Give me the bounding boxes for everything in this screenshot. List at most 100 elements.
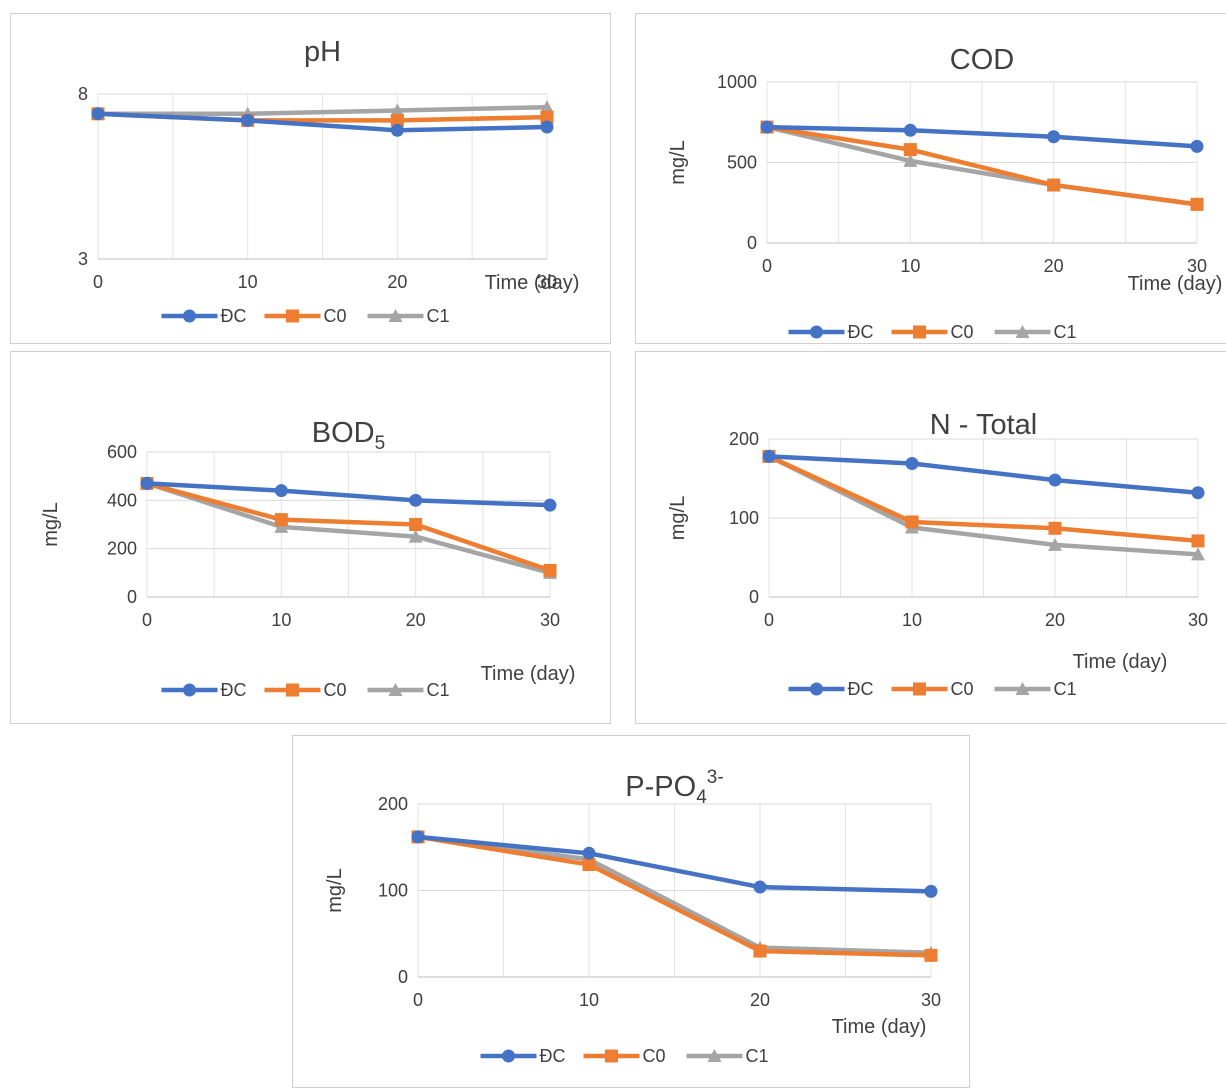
data-point bbox=[540, 120, 554, 134]
x-tick-label: 0 bbox=[93, 272, 103, 292]
data-point bbox=[924, 884, 938, 898]
x-tick-label: 0 bbox=[413, 990, 423, 1010]
y-tick-label: 600 bbox=[107, 442, 137, 462]
series-line bbox=[146, 481, 551, 576]
x-tick-label: 20 bbox=[406, 610, 426, 630]
x-tick-label: 20 bbox=[1045, 610, 1065, 630]
y-tick-label: 0 bbox=[749, 587, 759, 607]
series-circle bbox=[762, 449, 1205, 500]
series-circle bbox=[140, 476, 557, 512]
data-point bbox=[274, 513, 288, 527]
data-point bbox=[1191, 547, 1205, 561]
legend-item: C0 bbox=[891, 679, 974, 699]
chart-panel-bod: BOD5 0 200 400 600 0 10 20 30 Time (day) mg/L ĐC C0 C… bbox=[10, 351, 611, 724]
legend-label: C1 bbox=[746, 1046, 769, 1066]
series-line bbox=[768, 454, 1199, 544]
legend-label: C0 bbox=[324, 680, 347, 700]
chart-panel-cod: COD 0 500 1000 0 10 20 30 Time (day) mg/L ĐC C0 C1 bbox=[635, 13, 1226, 344]
x-tick-label: 20 bbox=[387, 272, 407, 292]
x-axis-title: Time (day) bbox=[481, 663, 576, 685]
series-line bbox=[146, 481, 551, 508]
y-axis-title: mg/L bbox=[324, 868, 346, 912]
data-point bbox=[582, 858, 596, 872]
y-tick-label: 200 bbox=[729, 429, 759, 449]
x-tick-label: 0 bbox=[142, 610, 152, 630]
y-tick-label: 0 bbox=[127, 587, 137, 607]
legend-marker bbox=[286, 309, 299, 323]
x-tick-label: 0 bbox=[764, 610, 774, 630]
data-point bbox=[390, 103, 405, 117]
legend-marker bbox=[913, 682, 926, 696]
y-tick-label: 8 bbox=[78, 84, 88, 104]
data-point bbox=[409, 518, 423, 531]
legend-label: ĐC bbox=[540, 1046, 566, 1066]
series-circle bbox=[411, 830, 938, 898]
legend-label: C0 bbox=[643, 1046, 666, 1066]
legend-item: C1 bbox=[367, 306, 450, 326]
chart-ppo4: P-PO43- 0 100 200 0 10 20 30 Time (day) mg/L ĐC C0 C… bbox=[324, 767, 941, 1066]
legend-marker bbox=[1015, 682, 1030, 695]
x-tick-label: 30 bbox=[1188, 610, 1208, 630]
data-point bbox=[408, 529, 423, 543]
data-point bbox=[91, 107, 105, 121]
data-point bbox=[241, 113, 255, 127]
legend-item: ĐC bbox=[788, 679, 874, 699]
y-axis-title: mg/L bbox=[667, 496, 689, 540]
title-superscript: 3- bbox=[707, 767, 724, 788]
legend-label: ĐC bbox=[848, 679, 874, 699]
data-point bbox=[274, 519, 289, 533]
legend-item: C1 bbox=[367, 680, 450, 700]
legend-label: ĐC bbox=[221, 306, 247, 326]
data-point bbox=[762, 449, 776, 463]
y-tick-label: 100 bbox=[378, 881, 408, 901]
x-tick-label: 10 bbox=[579, 990, 599, 1010]
data-point bbox=[540, 100, 554, 114]
legend-label: C0 bbox=[951, 322, 974, 342]
x-axis-title: Time (day) bbox=[1128, 273, 1223, 295]
y-axis-title: mg/L bbox=[40, 502, 62, 546]
legend-marker bbox=[388, 309, 403, 322]
legend-marker bbox=[502, 1049, 515, 1063]
series-line bbox=[98, 104, 548, 117]
data-point bbox=[1191, 534, 1205, 548]
x-tick-label: 20 bbox=[750, 990, 770, 1010]
y-tick-label: 100 bbox=[729, 508, 759, 528]
chart-panel-ntotal: N - Total 0 100 200 0 10 20 30 Time (day) mg/L ĐC C… bbox=[635, 351, 1226, 724]
data-point bbox=[903, 153, 918, 167]
legend-item: C1 bbox=[994, 322, 1077, 342]
data-point bbox=[1190, 197, 1204, 211]
data-point bbox=[753, 880, 767, 894]
data-point bbox=[1047, 178, 1061, 192]
legend-marker bbox=[810, 682, 823, 696]
legend-label: C1 bbox=[427, 680, 450, 700]
series-line bbox=[768, 454, 1199, 495]
legend-marker bbox=[913, 325, 926, 339]
legend-item: C0 bbox=[264, 306, 347, 326]
legend-item: C1 bbox=[686, 1046, 769, 1066]
x-tick-label: 30 bbox=[540, 610, 560, 630]
legend-marker bbox=[286, 683, 299, 697]
legend-marker bbox=[810, 325, 823, 339]
y-tick-label: 200 bbox=[378, 794, 408, 814]
data-point bbox=[1048, 473, 1062, 487]
chart-title: P-PO43- bbox=[625, 767, 723, 808]
y-tick-label: 500 bbox=[727, 153, 757, 173]
legend-marker bbox=[707, 1049, 722, 1062]
legend-item: ĐC bbox=[480, 1046, 566, 1066]
data-point bbox=[409, 493, 423, 507]
x-tick-label: 30 bbox=[921, 990, 941, 1010]
y-axis-title: mg/L bbox=[667, 140, 689, 184]
data-point bbox=[582, 846, 596, 860]
chart-title: pH bbox=[304, 36, 341, 68]
chart-bod5: BOD5 0 200 400 600 0 10 20 30 Time (day) mg/L ĐC C0 C… bbox=[40, 417, 576, 700]
y-tick-label: 3 bbox=[78, 249, 88, 269]
x-tick-label: 10 bbox=[900, 256, 920, 276]
x-tick-label: 30 bbox=[537, 272, 557, 292]
series-circle bbox=[760, 120, 1204, 153]
chart-title: N - Total bbox=[930, 409, 1037, 441]
legend-item: ĐC bbox=[788, 322, 874, 342]
legend-marker bbox=[388, 683, 403, 696]
chart-title: COD bbox=[950, 44, 1014, 76]
